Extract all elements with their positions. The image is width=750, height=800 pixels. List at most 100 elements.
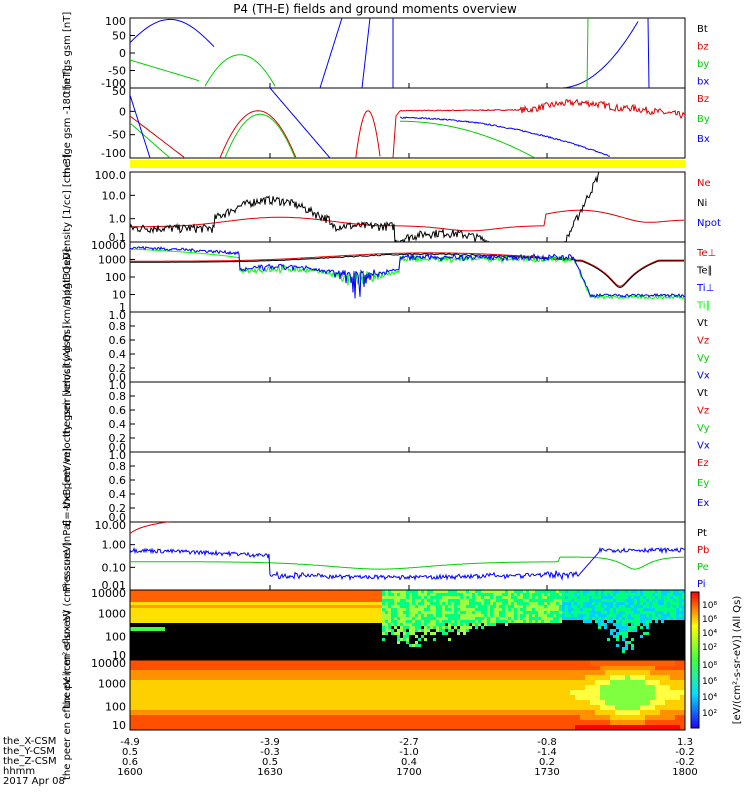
spectrogram-cell bbox=[493, 614, 496, 617]
spectrogram-cell bbox=[262, 617, 265, 620]
spectrogram-cell bbox=[555, 700, 560, 705]
spectrogram-cell bbox=[515, 700, 520, 705]
spectrogram-cell bbox=[406, 596, 409, 599]
spectrogram-cell bbox=[150, 665, 155, 670]
spectrogram-cell bbox=[334, 599, 337, 602]
spectrogram-cell bbox=[415, 690, 420, 695]
spectrogram-cell bbox=[217, 608, 220, 611]
spectrogram-cell bbox=[450, 710, 455, 715]
spectrogram-cell bbox=[625, 710, 630, 715]
spectrogram-cell bbox=[367, 617, 370, 620]
spectrogram-cell bbox=[484, 605, 487, 608]
spectrogram-cell bbox=[349, 605, 352, 608]
spectrogram-cell bbox=[165, 670, 170, 675]
spectrogram-cell bbox=[230, 685, 235, 690]
spectrogram-cell bbox=[358, 599, 361, 602]
spectrogram-cell bbox=[412, 608, 415, 611]
spectrogram-cell bbox=[190, 602, 193, 605]
spectrogram-cell bbox=[676, 605, 679, 608]
spectrogram-cell bbox=[649, 602, 652, 605]
spectrogram-cell bbox=[530, 675, 535, 680]
legend-entry: Bx bbox=[697, 134, 710, 145]
spectrogram-cell bbox=[232, 590, 235, 593]
spectrogram-cell bbox=[304, 611, 307, 614]
spectrogram-cell bbox=[613, 590, 616, 593]
spectrogram-cell bbox=[571, 605, 574, 608]
spectrogram-cell bbox=[565, 685, 570, 690]
spectrogram-cell bbox=[355, 725, 360, 730]
x-tick-label: 1600 bbox=[117, 767, 142, 778]
spectrogram-cell bbox=[350, 675, 355, 680]
spectrogram-cell bbox=[157, 596, 160, 599]
spectrogram-cell bbox=[376, 602, 379, 605]
spectrogram-cell bbox=[502, 593, 505, 596]
spectrogram-cell bbox=[230, 710, 235, 715]
spectrogram-cell bbox=[565, 593, 568, 596]
spectrogram-cell bbox=[391, 602, 394, 605]
spectrogram-cell bbox=[313, 617, 316, 620]
spectrogram-cell bbox=[223, 590, 226, 593]
spectrogram-cell bbox=[583, 593, 586, 596]
spectrogram-cell bbox=[394, 623, 397, 626]
spectrogram-electrons bbox=[130, 660, 685, 730]
spectrogram-cell bbox=[274, 596, 277, 599]
y-tick-label: 0.8 bbox=[109, 460, 127, 473]
spectrogram-cell bbox=[598, 617, 601, 620]
y-tick-label: -100 bbox=[101, 147, 126, 160]
x-tick-label: -0.2 bbox=[675, 747, 695, 758]
spectrogram-cell bbox=[205, 675, 210, 680]
spectrogram-cell bbox=[166, 605, 169, 608]
spectrogram-cell bbox=[637, 614, 640, 617]
spectrogram-cell bbox=[460, 685, 465, 690]
spectrogram-cell bbox=[235, 608, 238, 611]
spectrogram-cell bbox=[130, 614, 133, 617]
spectrogram-cell bbox=[211, 602, 214, 605]
spectrogram-cell bbox=[427, 620, 430, 623]
spectrogram-cell bbox=[202, 614, 205, 617]
spectrogram-cell bbox=[625, 685, 630, 690]
spectrogram-cell bbox=[495, 695, 500, 700]
legend-entry: Ti⊥ bbox=[696, 283, 714, 294]
spectrogram-cell bbox=[613, 635, 616, 638]
spectrogram-cell bbox=[370, 599, 373, 602]
spectrogram-cell bbox=[410, 720, 415, 725]
spectrogram-cell bbox=[525, 715, 530, 720]
spectrogram-cell bbox=[217, 611, 220, 614]
spectrogram-cell bbox=[185, 710, 190, 715]
spectrogram-cell bbox=[545, 685, 550, 690]
spectrogram-cell bbox=[200, 665, 205, 670]
spectrogram-cell bbox=[265, 608, 268, 611]
spectrogram-cell bbox=[172, 605, 175, 608]
spectrogram-cell bbox=[274, 620, 277, 623]
spectrogram-cell bbox=[670, 611, 673, 614]
spectrogram-cell bbox=[286, 605, 289, 608]
spectrogram-cell bbox=[630, 695, 635, 700]
spectrogram-cell bbox=[418, 617, 421, 620]
spectrogram-cell bbox=[465, 705, 470, 710]
spectrogram-cell bbox=[133, 608, 136, 611]
spectrogram-cell bbox=[403, 605, 406, 608]
spectrogram-cell bbox=[370, 680, 375, 685]
spectrogram-cell bbox=[640, 700, 645, 705]
spectrogram-cell bbox=[232, 611, 235, 614]
spectrogram-cell bbox=[565, 675, 570, 680]
y-tick-label: 1000 bbox=[98, 254, 126, 267]
y-tick-label: -100 bbox=[101, 77, 126, 90]
spectrogram-cell bbox=[418, 620, 421, 623]
spectrogram-cell bbox=[211, 620, 214, 623]
spectrogram-cell bbox=[425, 680, 430, 685]
spectrogram-cell bbox=[598, 623, 601, 626]
spectrogram-cell bbox=[550, 590, 553, 593]
spectrogram-cell bbox=[376, 593, 379, 596]
spectrogram-cell bbox=[553, 590, 556, 593]
spectrogram-cell bbox=[140, 685, 145, 690]
spectrogram-cell bbox=[625, 695, 630, 700]
spectrogram-cell bbox=[487, 623, 490, 626]
spectrogram-cell bbox=[500, 710, 505, 715]
spectrogram-cell bbox=[556, 605, 559, 608]
series-line-ti-perp bbox=[130, 245, 685, 299]
spectrogram-cell bbox=[410, 725, 415, 730]
spectrogram-cell bbox=[160, 617, 163, 620]
legend-entry: Ey bbox=[697, 478, 709, 489]
spectrogram-cell bbox=[485, 710, 490, 715]
